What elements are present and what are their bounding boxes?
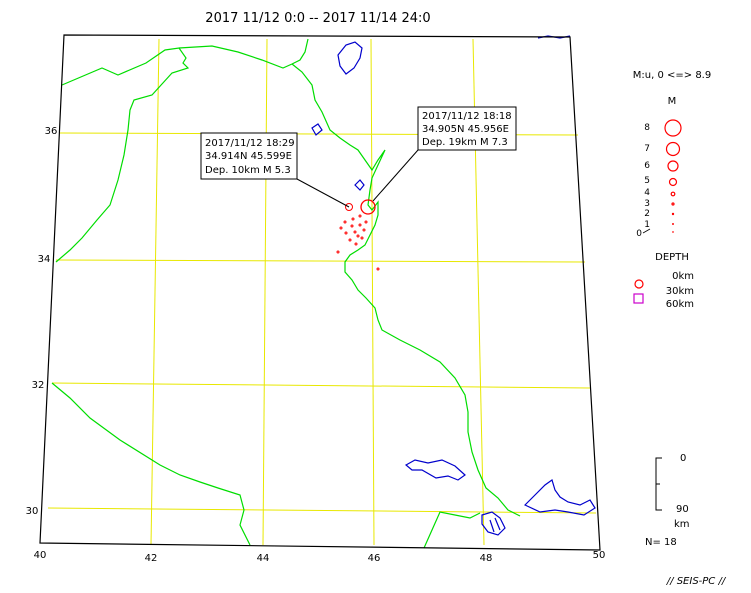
depth-axis-unit: km <box>674 519 690 530</box>
depth-30-symbol <box>634 279 644 289</box>
epicenter-small <box>354 242 358 246</box>
depth-legend: DEPTH 0km 30km 60km <box>633 252 694 310</box>
epicenter-small <box>358 223 362 227</box>
event-count: N= 18 <box>645 537 677 548</box>
magnitude-label: 2 <box>644 209 650 219</box>
magnitude-label: 3 <box>644 199 650 209</box>
lon-tick-label: 42 <box>145 553 158 564</box>
depth-header: DEPTH <box>655 252 689 263</box>
depth-axis-top: 0 <box>680 453 686 464</box>
callout-leaders <box>296 149 419 208</box>
callout-time: 2017/11/12 18:29 <box>205 138 295 149</box>
mag-6-symbol <box>667 160 679 172</box>
epicenter-small <box>351 217 355 221</box>
mag-4-symbol <box>670 191 676 197</box>
epicenter-small <box>336 250 340 254</box>
mag-1-symbol <box>671 223 674 226</box>
lat-tick-label: 30 <box>26 506 39 517</box>
epicenter-markers <box>336 199 380 271</box>
epicenter-small <box>350 224 354 228</box>
map-title: 2017 11/12 0:0 -- 2017 11/14 24:0 <box>205 11 430 26</box>
mag-2-symbol <box>671 212 675 216</box>
map-frame <box>39 34 601 551</box>
epicenter-small <box>339 226 343 230</box>
depth-label: 60km <box>666 299 694 310</box>
depth-label: 30km <box>666 286 694 297</box>
magnitude-label: 1 <box>644 220 650 230</box>
axis-labels: 40 42 44 46 48 50 30 32 34 36 <box>26 126 606 564</box>
magnitude-label: 7 <box>644 144 650 154</box>
depth-60-symbol <box>633 293 644 304</box>
callout-depth-mag: Dep. 10km M 5.3 <box>205 165 291 176</box>
lat-tick-label: 36 <box>45 126 58 137</box>
epicenter-small <box>344 231 348 235</box>
epicenter-small <box>348 238 352 242</box>
lat-tick-label: 32 <box>32 380 45 391</box>
magnitude-header: M <box>668 96 677 107</box>
epicenter-small <box>362 228 366 232</box>
mag-0-symbol <box>672 231 674 233</box>
mag-8-symbol <box>664 119 682 137</box>
lat-tick-label: 34 <box>38 254 51 265</box>
lon-tick-label: 40 <box>34 550 47 561</box>
callout-aftershock: 2017/11/12 18:29 34.914N 45.599E Dep. 10… <box>200 132 298 180</box>
country-borders <box>51 38 521 549</box>
lon-tick-label: 50 <box>593 550 606 561</box>
callout-main-shock: 2017/11/12 18:18 34.905N 45.956E Dep. 19… <box>417 106 517 151</box>
callout-location: 34.914N 45.599E <box>205 151 292 162</box>
epicenter-small <box>364 220 368 224</box>
depth-axis-legend: 0 90 km N= 18 <box>645 453 690 548</box>
magnitude-label: 0 <box>636 229 642 239</box>
epicenter-small <box>353 230 357 234</box>
magnitude-label: 5 <box>644 176 650 186</box>
epicenter-aftershock <box>345 203 353 211</box>
callout-depth-mag: Dep. 19km M 7.3 <box>422 137 508 148</box>
software-credit: // SEIS-PC // <box>666 576 727 587</box>
mag-5-symbol <box>668 177 678 187</box>
lon-tick-label: 46 <box>368 553 381 564</box>
callout-time: 2017/11/12 18:18 <box>422 111 512 122</box>
epicenter-small <box>356 234 360 238</box>
magnitude-label: 8 <box>644 123 650 133</box>
epicenter-small <box>358 214 362 218</box>
depth-label: 0km <box>672 271 694 282</box>
magnitude-legend: M:u, 0 <=> 8.9 M 8 7 6 5 4 3 2 1 0 <box>633 70 711 239</box>
epicenter-main-shock <box>360 199 376 215</box>
mag-3-symbol <box>671 202 675 206</box>
magnitude-label: 6 <box>644 161 650 171</box>
epicenter-small <box>376 267 380 271</box>
mag-7-symbol <box>665 141 681 157</box>
callout-location: 34.905N 45.956E <box>422 124 509 135</box>
magnitude-label: 4 <box>644 188 650 198</box>
epicenter-small <box>360 236 364 240</box>
lon-tick-label: 48 <box>480 553 493 564</box>
epicenter-small <box>343 220 347 224</box>
lon-tick-label: 44 <box>257 553 270 564</box>
depth-axis-bottom: 90 <box>676 504 689 515</box>
scale-title: M:u, 0 <=> 8.9 <box>633 70 711 81</box>
